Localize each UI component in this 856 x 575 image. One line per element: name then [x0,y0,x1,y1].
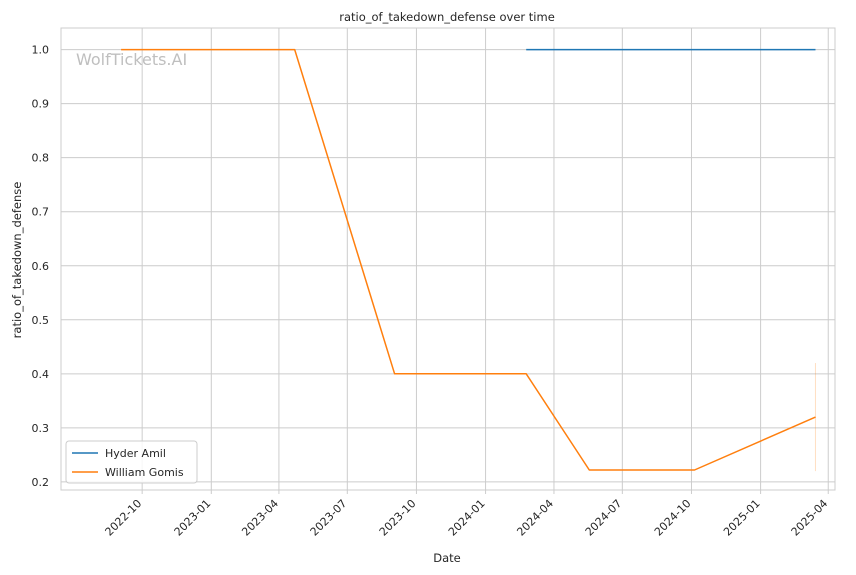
chart-title: ratio_of_takedown_defense over time [339,10,555,24]
y-tick-label: 0.8 [32,152,50,165]
series-line-william-gomis [121,48,816,471]
y-tick-label: 0.3 [32,422,50,435]
legend-label-william-gomis: William Gomis [105,466,184,479]
y-tick-label: 0.4 [32,368,50,381]
y-tick-label: 0.2 [32,476,50,489]
y-tick-label: 0.6 [32,260,50,273]
legend-label-hyder-amil: Hyder Amil [105,447,166,460]
watermark-text: WolfTickets.AI [76,50,187,69]
y-tick-label: 0.7 [32,206,50,219]
legend: Hyder Amil William Gomis [65,440,198,484]
y-tick-label: 0.5 [32,314,50,327]
legend-box [65,440,198,484]
x-axis-label: Date [433,551,461,565]
plot-frame [60,27,836,491]
y-tick-label: 1.0 [32,44,50,57]
y-axis-label: ratio_of_takedown_defense [10,182,24,339]
series-layer [121,48,816,472]
y-tick-label: 0.9 [32,98,50,111]
